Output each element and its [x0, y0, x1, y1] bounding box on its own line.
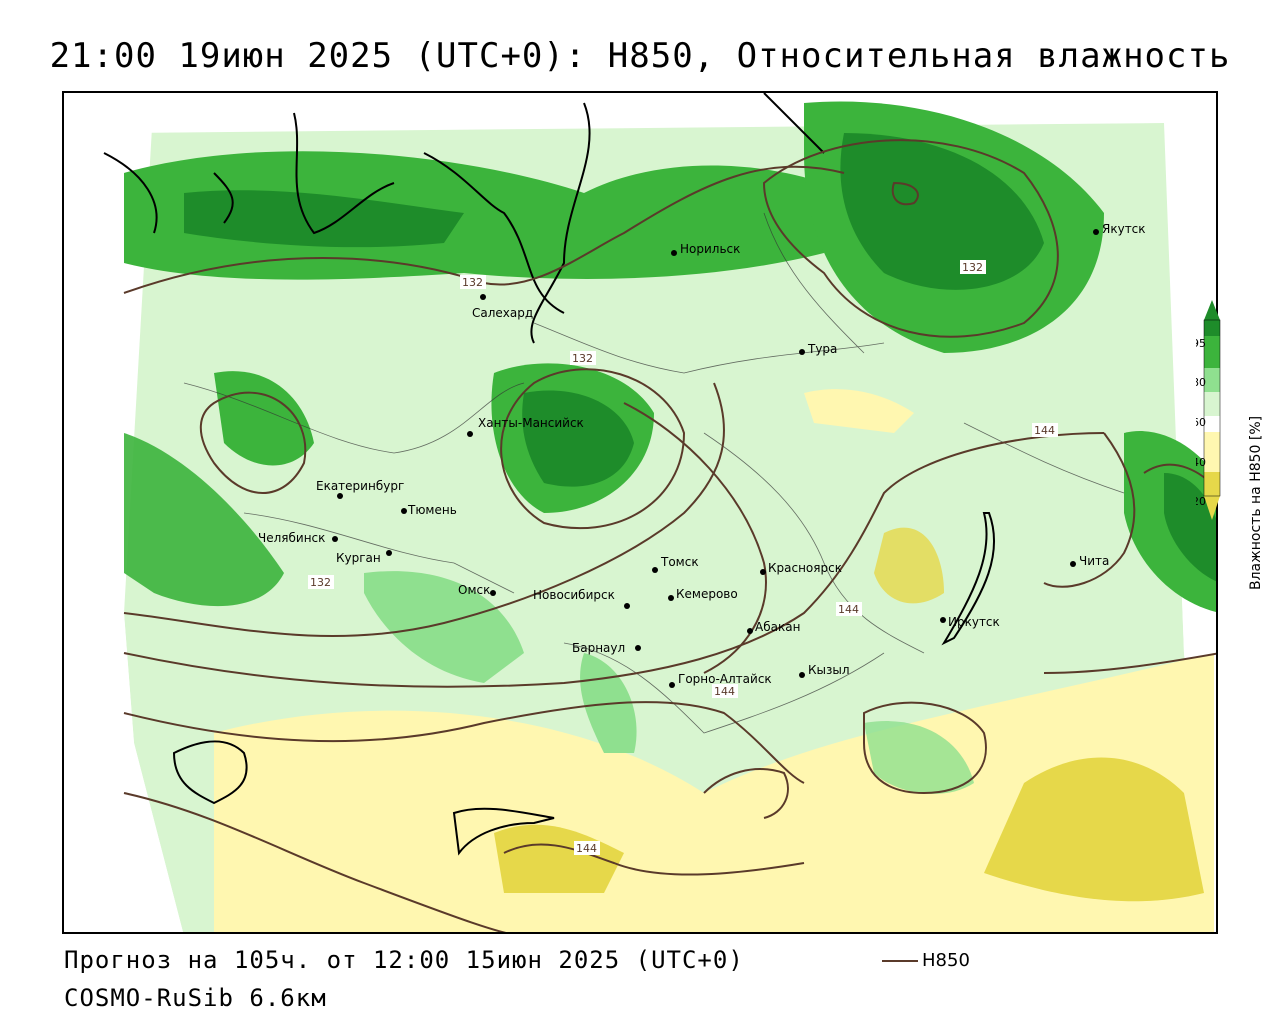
colorbar-swatch: [1204, 392, 1220, 416]
svg-text:Ханты-Мансийск: Ханты-Мансийск: [478, 416, 584, 430]
contour-label: 144: [836, 602, 862, 616]
colorbar-swatch: [1204, 336, 1220, 368]
colorbar-tick: 20: [1196, 495, 1206, 508]
svg-text:132: 132: [962, 261, 983, 274]
contour-label: 132: [460, 275, 486, 289]
svg-text:Кемерово: Кемерово: [676, 587, 738, 601]
city-kyzyl: Кызыл: [799, 663, 850, 678]
svg-text:Норильск: Норильск: [680, 242, 740, 256]
h850-contours: [123, 139, 1216, 932]
city-tyumen: Тюмень: [401, 503, 457, 517]
contour-legend-label: Н850: [922, 950, 970, 971]
city-kemerovo: Кемерово: [668, 587, 738, 601]
city-novosibirsk: Новосибирск: [533, 588, 630, 609]
colorbar-swatch: [1204, 300, 1220, 320]
colorbar-title: Влажность на Н850 [%]: [1248, 416, 1264, 590]
svg-text:Тюмень: Тюмень: [407, 503, 457, 517]
colorbar-swatch: [1204, 416, 1220, 432]
contour-label: 132: [570, 351, 596, 365]
city-chita: Чита: [1070, 554, 1109, 568]
humidity-field: [64, 93, 1216, 932]
city-salekhard: Салехард: [472, 294, 533, 320]
colorbar-swatch: [1204, 432, 1220, 472]
svg-text:144: 144: [714, 685, 735, 698]
city-gorno-altaysk: Горно-Алтайск: [669, 672, 772, 688]
colorbar-tick: 60: [1196, 416, 1206, 429]
cities: Норильск Якутск Салехард Тура Ханты-Манс…: [258, 222, 1146, 688]
svg-text:Чита: Чита: [1079, 554, 1109, 568]
svg-text:Томск: Томск: [660, 555, 699, 569]
contour-label: 144: [1032, 423, 1058, 437]
city-yakutsk: Якутск: [1093, 222, 1146, 236]
city-irkutsk: Иркутск: [940, 615, 1000, 629]
colorbar-swatch: [1204, 368, 1220, 392]
contour-label: 132: [960, 260, 986, 274]
svg-text:Челябинск: Челябинск: [258, 531, 325, 545]
svg-text:Новосибирск: Новосибирск: [533, 588, 615, 602]
svg-text:Тура: Тура: [807, 342, 837, 356]
city-abakan: Абакан: [747, 620, 800, 634]
city-tomsk: Томск: [652, 555, 699, 573]
contour-labels: 132 132 132 144 144 144 144 132: [308, 260, 1058, 855]
city-tura: Тура: [799, 342, 837, 356]
map-title: 21:00 19июн 2025 (UTC+0): Н850, Относите…: [49, 36, 1231, 76]
city-kurgan: Курган: [336, 550, 392, 565]
svg-text:Горно-Алтайск: Горно-Алтайск: [678, 672, 772, 686]
svg-text:Иркутск: Иркутск: [948, 615, 1000, 629]
svg-text:Курган: Курган: [336, 551, 381, 565]
city-chelyabinsk: Челябинск: [258, 531, 338, 545]
colorbar-swatch: [1204, 496, 1220, 520]
svg-text:Барнаул: Барнаул: [572, 641, 625, 655]
colorbar-swatch: [1204, 472, 1220, 496]
svg-text:Екатеринбург: Екатеринбург: [316, 479, 404, 493]
colorbar-tick: 40: [1196, 456, 1206, 469]
colorbar-tick: 95: [1196, 337, 1206, 350]
contour-label: 144: [712, 684, 738, 698]
contour-label: 144: [574, 841, 600, 855]
svg-text:Якутск: Якутск: [1102, 222, 1146, 236]
colorbar-swatch: [1204, 320, 1220, 336]
city-khanty-mansiysk: Ханты-Мансийск: [467, 416, 584, 437]
model-name: COSMO-RuSib 6.6км: [64, 984, 327, 1012]
colorbar-tick: 80: [1196, 376, 1206, 389]
city-norilsk: Норильск: [671, 242, 740, 256]
svg-text:132: 132: [572, 352, 593, 365]
svg-text:Омск: Омск: [458, 583, 490, 597]
svg-text:144: 144: [1034, 424, 1055, 437]
svg-text:Кызыл: Кызыл: [808, 663, 850, 677]
forecast-info: Прогноз на 105ч. от 12:00 15июн 2025 (UT…: [64, 946, 744, 974]
contour-legend-line: [882, 960, 918, 962]
contour-label: 132: [308, 575, 334, 589]
svg-text:132: 132: [462, 276, 483, 289]
region-borders: [183, 212, 1125, 734]
map-canvas: 132 132 132 144 144 144 144 132 Норильск…: [64, 93, 1216, 932]
colorbar-swatches: [1203, 300, 1221, 520]
city-krasnoyarsk: Красноярск: [760, 561, 842, 575]
city-ekaterinburg: Екатеринбург: [316, 479, 404, 499]
svg-text:144: 144: [838, 603, 859, 616]
city-barnaul: Барнаул: [572, 641, 641, 655]
map-frame: 132 132 132 144 144 144 144 132 Норильск…: [62, 91, 1218, 934]
coastline: [103, 93, 996, 856]
svg-text:Абакан: Абакан: [755, 620, 800, 634]
svg-text:Красноярск: Красноярск: [768, 561, 842, 575]
svg-text:144: 144: [576, 842, 597, 855]
svg-text:Салехард: Салехард: [472, 306, 533, 320]
svg-text:132: 132: [310, 576, 331, 589]
city-omsk: Омск: [458, 583, 496, 597]
colorbar: 95 80 60 40 20 Влажность на Н850 [%]: [1196, 300, 1264, 590]
